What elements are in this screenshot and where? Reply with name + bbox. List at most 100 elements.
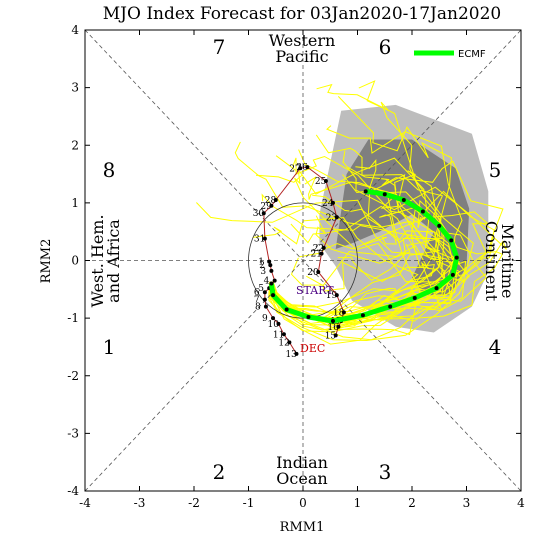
observed-point — [330, 200, 335, 205]
observed-point — [262, 290, 267, 295]
region-indian-ocean-line1: Indian — [276, 453, 328, 472]
member-track — [268, 199, 467, 333]
observed-line — [263, 166, 345, 355]
observed-day-label: 1 — [258, 258, 264, 268]
forecast-mean-point — [434, 286, 439, 291]
observed-day-label: 11 — [273, 330, 284, 340]
observed-day-label: 24 — [322, 199, 334, 209]
forecast-mean-point — [401, 197, 406, 202]
forecast-mean-point — [271, 293, 276, 298]
forecast-mean-point — [269, 281, 274, 286]
observed-day-label: 2 — [259, 261, 265, 271]
y-tick-label: -3 — [67, 426, 79, 440]
observed-point — [305, 165, 310, 170]
region-western-pacific-line2: Pacific — [275, 47, 328, 66]
phase-label-2: 2 — [213, 460, 226, 484]
observed-point — [268, 263, 273, 268]
region-west-hem-line2: and Africa — [104, 219, 123, 303]
phase-guides — [84, 29, 522, 492]
observed-point — [341, 310, 346, 315]
member-track — [268, 231, 477, 313]
chart-title: MJO Index Forecast for 03Jan2020-17Jan20… — [103, 4, 501, 24]
observed-day-label: 22 — [313, 244, 324, 254]
observed-day-label: 27 — [289, 164, 301, 174]
observed-point — [262, 236, 267, 241]
x-tick-label: 3 — [463, 496, 471, 510]
observed-point — [271, 316, 276, 321]
observed-day-label: 7 — [254, 296, 260, 306]
forecast-mean-point — [449, 238, 454, 243]
observed-point — [323, 178, 328, 183]
forecast-mean-point — [363, 189, 368, 194]
observed-day-label: 28 — [265, 196, 277, 206]
x-tick-label: -2 — [188, 496, 200, 510]
y-tick-label: 0 — [71, 254, 79, 268]
observed-day-label: 3 — [260, 267, 266, 277]
region-maritime-line1: Maritime — [498, 224, 517, 299]
observed-point — [334, 215, 339, 220]
forecast-mean-point — [450, 272, 455, 277]
unit-circle — [248, 202, 358, 319]
x-tick-label: -1 — [243, 496, 255, 510]
region-indian-ocean-line2: Ocean — [276, 469, 327, 488]
observed-day-label: 20 — [307, 268, 319, 278]
x-tick-label: 0 — [299, 496, 307, 510]
phase-label-7: 7 — [213, 35, 226, 59]
observed-point — [319, 251, 324, 256]
observed-point — [294, 351, 299, 356]
observed-point — [281, 332, 286, 337]
member-track — [270, 83, 474, 341]
observed-point — [287, 340, 292, 345]
observed-point — [334, 293, 339, 298]
forecast-mean-point — [420, 209, 425, 214]
observed-day-label: 6 — [254, 288, 260, 298]
phase-label-8: 8 — [103, 158, 116, 182]
observed-day-label: 16 — [327, 323, 339, 333]
member-track — [196, 199, 461, 319]
guide-diagonal-2 — [84, 29, 522, 492]
phase-label-1: 1 — [103, 335, 116, 359]
forecast-mean-point — [382, 192, 387, 197]
observed-point — [336, 324, 341, 329]
observed-day-label: 13 — [285, 350, 297, 360]
observed-day-label: 12 — [278, 338, 289, 348]
y-tick-label: 1 — [71, 196, 79, 210]
forecast-mean-point — [306, 314, 311, 319]
y-tick-label: -2 — [67, 369, 79, 383]
observed-day-label: 21 — [311, 250, 322, 260]
observed-day-label: 9 — [262, 314, 268, 324]
y-tick-label: 2 — [71, 138, 79, 152]
phase-label-4: 4 — [489, 335, 502, 359]
observed-day-label: 15 — [325, 331, 337, 341]
start-label: START — [296, 284, 334, 297]
forecast-mean-point — [284, 307, 289, 312]
observed-point — [269, 203, 274, 208]
observed-day-label: 8 — [255, 303, 261, 313]
x-tick-label: 1 — [354, 496, 362, 510]
dec-label: DEC — [300, 342, 325, 355]
forecast-mean-point — [454, 255, 459, 260]
x-tick-label: 2 — [408, 496, 416, 510]
member-track — [270, 149, 452, 322]
observed-point — [267, 259, 272, 264]
member-track — [269, 206, 435, 326]
observed-day-label: 10 — [267, 320, 279, 330]
observed-day-label: 25 — [315, 177, 327, 187]
phase-label-3: 3 — [379, 460, 392, 484]
observed-day-label: 23 — [326, 213, 338, 223]
region-maritime-line2: Continent — [482, 221, 501, 302]
observed-day-label: 5 — [258, 284, 264, 294]
forecast-mean-point — [360, 313, 365, 318]
observed-day-label: 18 — [333, 308, 345, 318]
region-western-pacific-line1: Western — [269, 31, 336, 50]
observed-day-label: 4 — [264, 277, 270, 287]
observed-point — [298, 166, 303, 171]
observed-point — [262, 297, 267, 302]
member-track — [255, 157, 440, 319]
forecast-mean-point — [437, 223, 442, 228]
member-track — [271, 178, 421, 336]
forecast-mean-point — [412, 295, 417, 300]
y-tick-label: 3 — [71, 81, 79, 95]
